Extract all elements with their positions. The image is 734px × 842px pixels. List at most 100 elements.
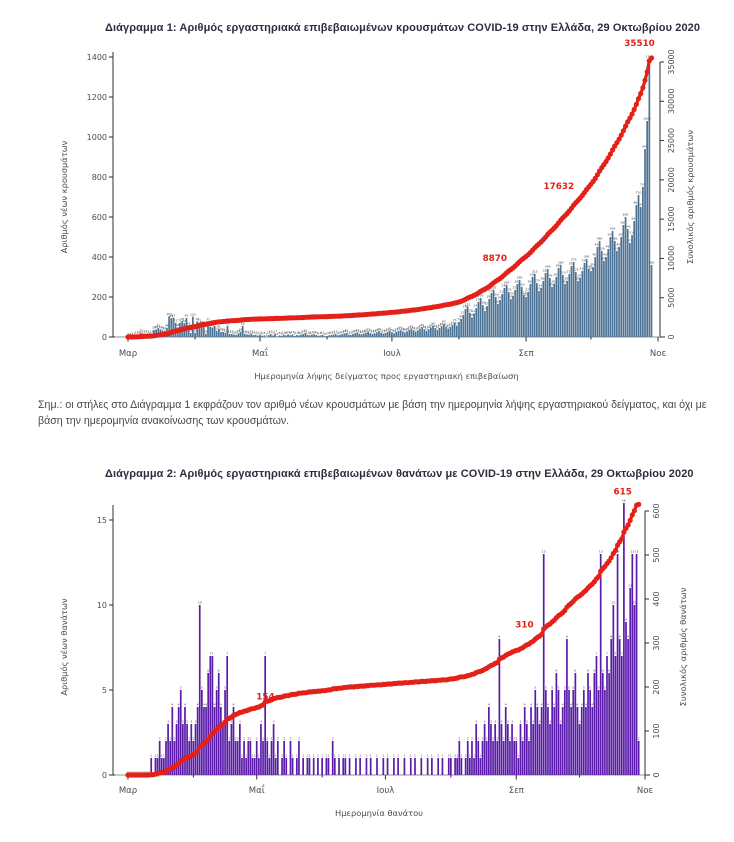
svg-text:8870: 8870 [483,254,507,264]
diagram-2-deaths-bars: 0000000000011121123242345343232341054467… [127,499,640,775]
svg-text:3: 3 [195,720,197,724]
svg-text:3: 3 [186,720,188,724]
svg-text:1200: 1200 [87,93,107,102]
svg-text:1: 1 [317,754,319,758]
svg-text:195: 195 [478,294,484,298]
diagram-1-cases-cumulative-line [125,55,655,340]
svg-text:1: 1 [460,754,462,758]
svg-text:33: 33 [412,326,416,330]
svg-text:1: 1 [268,754,270,758]
svg-text:3: 3 [560,720,562,724]
svg-text:30: 30 [396,327,400,331]
svg-text:245: 245 [502,284,508,288]
svg-text:3: 3 [511,720,513,724]
svg-text:1: 1 [387,754,389,758]
svg-text:4: 4 [178,703,180,707]
svg-text:280: 280 [564,277,570,281]
svg-text:4: 4 [591,703,593,707]
svg-text:10000: 10000 [667,246,676,271]
svg-text:73: 73 [453,318,457,322]
svg-text:190: 190 [486,295,492,299]
svg-text:Νοε: Νοε [637,786,654,796]
svg-text:10: 10 [97,601,107,610]
svg-text:530: 530 [610,227,616,231]
svg-text:6: 6 [261,332,263,336]
svg-text:250: 250 [549,283,555,287]
svg-text:56: 56 [226,322,230,326]
svg-text:25: 25 [394,328,398,332]
svg-text:3: 3 [127,332,129,336]
svg-text:69: 69 [182,319,186,323]
svg-text:10: 10 [295,331,299,335]
svg-text:1: 1 [393,754,395,758]
svg-text:1: 1 [456,754,458,758]
svg-text:430: 430 [599,247,605,251]
svg-text:480: 480 [612,237,618,241]
svg-text:1: 1 [321,754,323,758]
svg-text:1: 1 [382,754,384,758]
svg-text:16: 16 [150,330,154,334]
svg-text:0: 0 [102,333,107,342]
svg-text:2: 2 [486,737,488,741]
svg-text:130: 130 [482,307,488,311]
svg-text:2: 2 [496,737,498,741]
svg-text:215: 215 [499,290,505,294]
svg-text:1: 1 [473,754,475,758]
svg-text:15: 15 [301,330,305,334]
svg-text:21: 21 [139,329,143,333]
svg-text:49: 49 [420,323,424,327]
diagram-1-cases-annotations: 8870 17632 35510 [483,39,655,264]
svg-text:Ημερομηνία λήψης δείγματος προ: Ημερομηνία λήψης δείγματος προς εργαστηρ… [254,371,518,381]
svg-text:3: 3 [239,720,241,724]
svg-text:2: 2 [471,737,473,741]
svg-text:1: 1 [465,754,467,758]
svg-text:235: 235 [491,286,497,290]
svg-text:1: 1 [163,754,165,758]
svg-text:7: 7 [596,652,598,656]
svg-text:12: 12 [232,330,236,334]
svg-text:360: 360 [558,261,564,265]
svg-text:10: 10 [611,601,615,605]
svg-text:4: 4 [505,703,507,707]
svg-text:2: 2 [165,737,167,741]
svg-text:200: 200 [92,293,107,302]
svg-text:34: 34 [416,326,420,330]
svg-text:5: 5 [568,686,570,690]
svg-text:5: 5 [564,686,566,690]
svg-text:4: 4 [530,703,532,707]
svg-text:1: 1 [328,754,330,758]
svg-text:15: 15 [334,330,338,334]
svg-text:13: 13 [599,550,603,554]
svg-text:480: 480 [597,237,603,241]
svg-text:1: 1 [338,754,340,758]
svg-text:500: 500 [652,547,661,562]
svg-text:2: 2 [262,737,264,741]
svg-text:2: 2 [271,737,273,741]
svg-text:2: 2 [515,737,517,741]
svg-text:2: 2 [237,737,239,741]
svg-text:15: 15 [146,330,150,334]
svg-text:310: 310 [515,620,533,630]
svg-text:56: 56 [241,322,245,326]
svg-text:20: 20 [189,329,193,333]
svg-text:15: 15 [230,330,234,334]
svg-text:Μαρ: Μαρ [119,349,137,359]
svg-text:154: 154 [256,692,274,702]
svg-text:5: 5 [589,686,591,690]
svg-text:315: 315 [532,270,538,274]
svg-text:36: 36 [399,326,403,330]
svg-text:6: 6 [608,669,610,673]
svg-text:2: 2 [266,737,268,741]
svg-text:2: 2 [265,332,267,336]
svg-text:500: 500 [608,233,614,237]
svg-text:1: 1 [302,754,304,758]
svg-text:24: 24 [375,328,379,332]
svg-text:2: 2 [458,737,460,741]
svg-text:4: 4 [541,703,543,707]
svg-text:0: 0 [667,334,676,339]
svg-text:200: 200 [523,293,529,297]
svg-text:1: 1 [427,754,429,758]
svg-text:51: 51 [444,323,448,327]
svg-text:30000: 30000 [667,89,676,114]
